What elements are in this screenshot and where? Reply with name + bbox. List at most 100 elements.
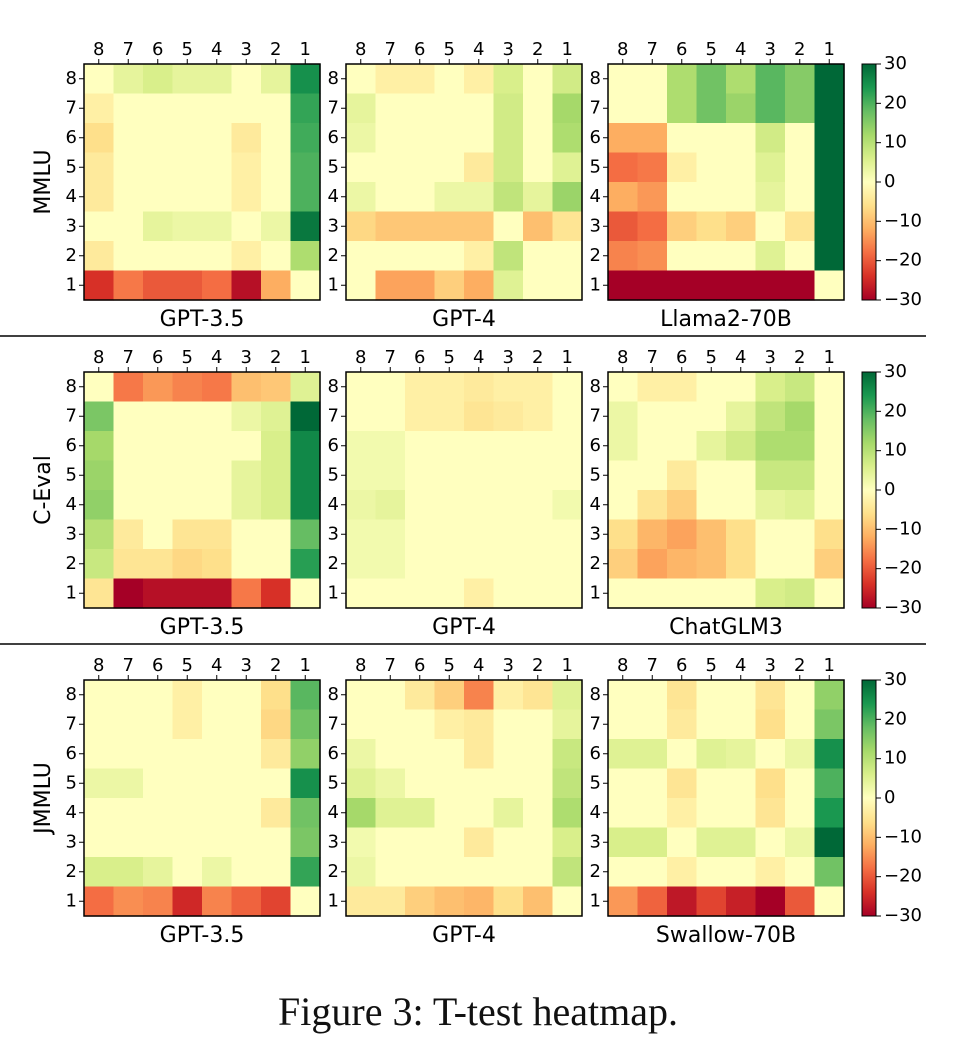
heatmap-cell — [523, 431, 554, 462]
heatmap-cell — [667, 241, 698, 272]
heatmap-cell — [785, 270, 816, 301]
heatmap-cell — [464, 768, 495, 799]
panel-title: GPT-3.5 — [160, 615, 245, 640]
heatmap-cell — [726, 123, 757, 154]
heatmap-cell — [493, 93, 524, 124]
heatmap-cell — [375, 798, 406, 829]
heatmap-cell — [84, 211, 115, 242]
heatmap-cell — [523, 798, 554, 829]
heatmap-cell — [608, 123, 639, 154]
x-tick-label: 7 — [123, 39, 134, 60]
y-tick-label: 1 — [66, 890, 77, 911]
heatmap-cell — [814, 211, 845, 242]
heatmap-cell — [726, 64, 757, 95]
x-tick-label: 7 — [647, 655, 658, 676]
heatmap-cell — [696, 549, 727, 580]
x-tick-label: 3 — [503, 347, 514, 368]
heatmap-cell — [202, 372, 233, 403]
colorbar-tick-label: −30 — [884, 597, 922, 618]
heatmap-cell — [434, 709, 465, 740]
heatmap-cell — [434, 680, 465, 711]
heatmap-cell — [261, 241, 292, 272]
colorbar: 30 20 10 0 −10 −20 −30 — [861, 669, 922, 926]
heatmap-cell — [726, 739, 757, 770]
heatmap-cell — [785, 798, 816, 829]
heatmap-cell — [608, 578, 639, 609]
x-tick-label: 6 — [152, 39, 163, 60]
x-tick-label: 3 — [241, 655, 252, 676]
heatmap-cell — [434, 519, 465, 550]
x-tick-label: 8 — [617, 347, 628, 368]
heatmap-cell — [523, 93, 554, 124]
heatmap-cell — [290, 680, 321, 711]
heatmap-cell — [113, 372, 144, 403]
heatmap-cell — [231, 152, 262, 183]
x-tick-label: 1 — [562, 655, 573, 676]
heatmap-cell — [637, 886, 668, 917]
heatmap-cell — [696, 431, 727, 462]
heatmap-cell — [434, 64, 465, 95]
heatmap-cell — [346, 680, 377, 711]
y-tick-label: 4 — [328, 802, 339, 823]
heatmap-cell — [405, 241, 436, 272]
heatmap-cell — [667, 549, 698, 580]
heatmap-cell — [172, 123, 203, 154]
heatmap-cell — [637, 182, 668, 213]
heatmap-cell — [637, 123, 668, 154]
heatmap-cell — [696, 182, 727, 213]
heatmap-cell — [172, 270, 203, 301]
heatmap-cell — [346, 211, 377, 242]
y-tick-label: 7 — [66, 713, 77, 734]
heatmap-cell — [84, 182, 115, 213]
heatmap-cell — [667, 182, 698, 213]
panel-frame — [607, 679, 845, 917]
x-tick-label: 7 — [123, 655, 134, 676]
heatmap-cell — [552, 460, 583, 491]
heatmap-cell — [726, 680, 757, 711]
heatmap-cell — [290, 401, 321, 432]
heatmap-cell — [608, 401, 639, 432]
heatmap-cell — [493, 64, 524, 95]
x-tick-label: 6 — [152, 347, 163, 368]
y-tick-label: 3 — [66, 831, 77, 852]
heatmap-cell — [375, 827, 406, 858]
heatmap-cell — [231, 182, 262, 213]
x-tick-label: 1 — [300, 655, 311, 676]
heatmap-cell — [464, 123, 495, 154]
heatmap-cell — [523, 372, 554, 403]
y-tick-label: 2 — [328, 553, 339, 574]
heatmap-cell — [814, 93, 845, 124]
panel-frame — [83, 679, 321, 917]
heatmap-cell — [667, 372, 698, 403]
heatmap-cell — [785, 152, 816, 183]
heatmap-cell — [726, 798, 757, 829]
heatmap-cell — [785, 123, 816, 154]
x-tick-label: 4 — [211, 655, 222, 676]
heatmap-cell — [637, 431, 668, 462]
heatmap-cell — [464, 211, 495, 242]
x-tick-label: 5 — [706, 347, 717, 368]
heatmap-cell — [785, 64, 816, 95]
x-tick-label: 2 — [794, 655, 805, 676]
heatmap-cell — [290, 460, 321, 491]
heatmap-cell — [464, 739, 495, 770]
heatmap-cell — [726, 152, 757, 183]
heatmap-cell — [464, 401, 495, 432]
heatmap-cell — [726, 709, 757, 740]
heatmap-cell — [464, 182, 495, 213]
heatmap-cell — [637, 798, 668, 829]
heatmap-cell — [814, 886, 845, 917]
heatmap-cell — [755, 64, 786, 95]
heatmap-cell — [202, 93, 233, 124]
heatmap-cell — [667, 64, 698, 95]
x-tick-label: 8 — [617, 39, 628, 60]
panel-title: Swallow-70B — [656, 923, 796, 948]
heatmap-cell — [608, 857, 639, 888]
y-tick-label: 4 — [590, 186, 601, 207]
heatmap-cell — [172, 857, 203, 888]
heatmap-cell — [290, 431, 321, 462]
heatmap-cell — [172, 578, 203, 609]
heatmap-cell — [726, 827, 757, 858]
heatmap-cell — [464, 64, 495, 95]
